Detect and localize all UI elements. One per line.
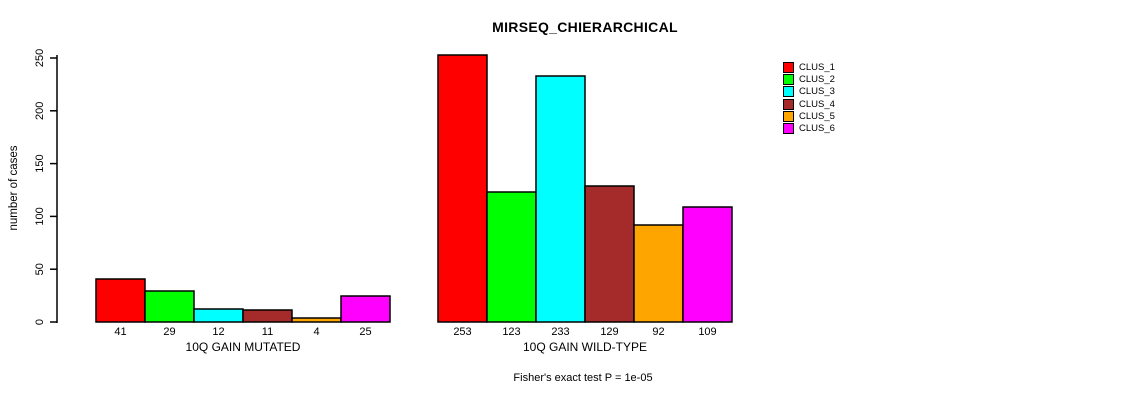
y-axis-tick-label: 100 (34, 207, 46, 225)
legend-swatch (783, 110, 794, 122)
bar-value-label: 92 (652, 326, 664, 338)
bar-clus_3 (535, 75, 586, 323)
bar-clus_2 (486, 191, 537, 323)
legend-label: CLUS_2 (799, 73, 835, 85)
legend-swatch (783, 73, 794, 85)
y-axis-tick-label: 50 (34, 263, 46, 275)
bar-clus_1 (95, 278, 146, 323)
bar-clus_3 (193, 308, 244, 323)
y-axis-tick-label: 200 (34, 102, 46, 120)
legend-label: CLUS_1 (799, 61, 835, 73)
legend-swatch (783, 123, 794, 135)
bar-clus_1 (437, 54, 488, 323)
legend-item-clus_4: CLUS_4 (783, 98, 835, 110)
legend-swatch (783, 98, 794, 110)
y-axis-tick-label: 250 (34, 49, 46, 67)
legend-item-clus_6: CLUS_6 (783, 122, 835, 135)
bar-clus_6 (340, 295, 391, 323)
bar-value-label: 12 (212, 326, 224, 338)
bar-value-label: 123 (502, 326, 520, 338)
legend-swatch (783, 86, 794, 98)
legend-label: CLUS_3 (799, 86, 835, 98)
bar-value-label: 41 (114, 326, 126, 338)
legend-item-clus_2: CLUS_2 (783, 73, 835, 85)
legend-label: CLUS_5 (799, 110, 835, 122)
bar-value-label: 129 (600, 326, 618, 338)
category-label: 10Q GAIN WILD-TYPE (523, 340, 647, 354)
legend-item-clus_3: CLUS_3 (783, 86, 835, 98)
legend-label: CLUS_4 (799, 98, 835, 110)
bar-clus_6 (682, 206, 733, 323)
bar-clus_5 (291, 317, 342, 323)
legend: CLUS_1 CLUS_2 CLUS_3 CLUS_4 CLUS_5 CLUS_6 (783, 61, 835, 135)
bar-clus_4 (242, 309, 293, 323)
legend-item-clus_1: CLUS_1 (783, 61, 835, 73)
y-axis-tick-label: 150 (34, 154, 46, 172)
bar-value-label: 253 (453, 326, 471, 338)
bar-value-label: 4 (313, 326, 319, 338)
bar-clus_5 (633, 224, 684, 323)
legend-label: CLUS_6 (799, 123, 835, 135)
category-label: 10Q GAIN MUTATED (186, 340, 301, 354)
bar-value-label: 29 (163, 326, 175, 338)
footer-note: Fisher's exact test P = 1e-05 (513, 372, 653, 384)
bar-value-label: 233 (551, 326, 569, 338)
legend-item-clus_5: CLUS_5 (783, 110, 835, 122)
bar-clus_2 (144, 290, 195, 323)
bar-value-label: 25 (359, 326, 371, 338)
bar-clus_4 (584, 185, 635, 323)
chart-title: MIRSEQ_CHIERARCHICAL (492, 19, 678, 35)
bar-value-label: 109 (698, 326, 716, 338)
bar-value-label: 11 (262, 326, 273, 338)
y-axis-tick-label: 0 (34, 319, 46, 325)
legend-swatch (783, 61, 794, 73)
